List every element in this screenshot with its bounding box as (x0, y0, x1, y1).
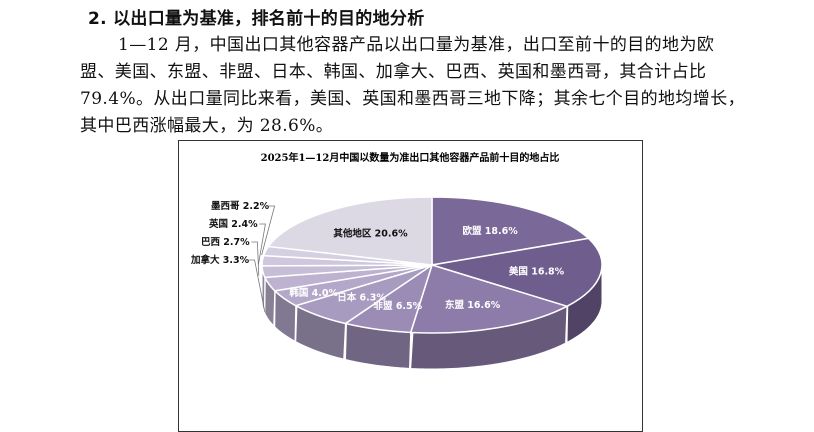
slice-label: 日本 6.3% (337, 291, 386, 303)
paragraph-line: 79.4%。从出口量同比来看，美国、英国和墨西哥三地下降；其余七个目的地均增长， (80, 84, 745, 109)
slice-label: 墨西哥 2.2% (211, 201, 270, 212)
slice-label: 东盟 16.6% (445, 299, 501, 311)
paragraph-line: 盟、美国、东盟、非盟、日本、韩国、加拿大、巴西、英国和墨西哥，其合计占比 (80, 57, 706, 82)
slice-label: 巴西 2.7% (201, 237, 250, 248)
chart-title: 2025年1—12月中国以数量为准出口其他容器产品前十目的地占比 (261, 151, 560, 164)
pie-chart-svg: 2025年1—12月中国以数量为准出口其他容器产品前十目的地占比 欧盟 18.6… (179, 141, 642, 431)
paragraph-line: 1—12 月，中国出口其他容器产品以出口量为基准，出口至前十的目的地为欧 (118, 30, 714, 55)
slice-label: 欧盟 18.6% (463, 225, 519, 237)
paragraph-line: 其中巴西涨幅最大，为 28.6%。 (80, 111, 333, 136)
slice-label: 加拿大 3.3% (190, 254, 250, 266)
leader-line (251, 242, 258, 276)
slice-label: 美国 16.8% (508, 265, 565, 277)
slice-label: 韩国 4.0% (289, 287, 338, 299)
section-heading: 2. 以出口量为基准，排名前十的目的地分析 (88, 4, 425, 29)
slice-label: 英国 2.4% (209, 218, 258, 230)
pie-chart: 2025年1—12月中国以数量为准出口其他容器产品前十目的地占比 欧盟 18.6… (178, 140, 643, 432)
slice-label: 其他地区 20.6% (333, 227, 408, 239)
